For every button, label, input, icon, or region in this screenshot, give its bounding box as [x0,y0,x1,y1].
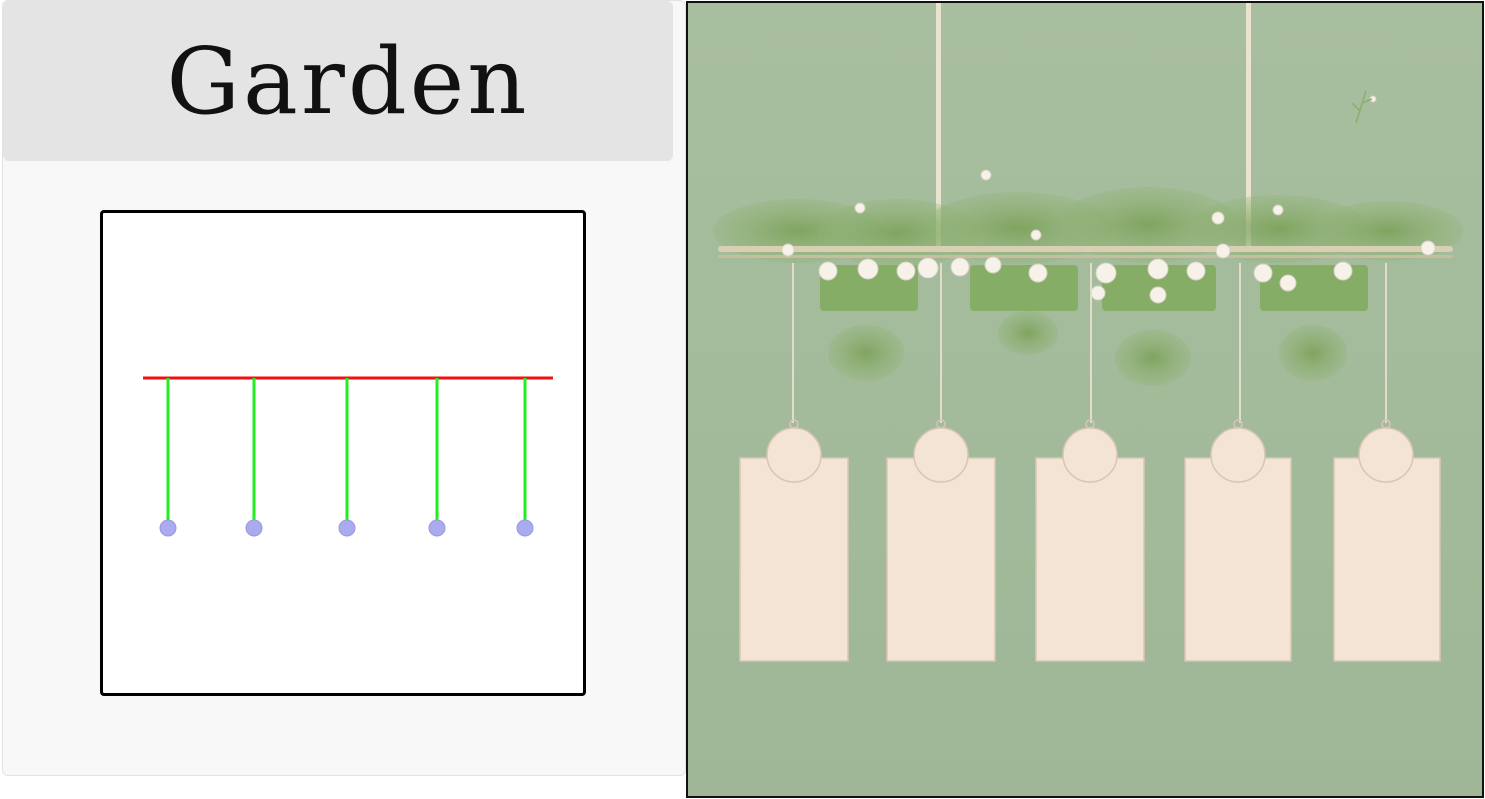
hanger-node-2 [245,519,263,537]
hanger-node-3 [338,519,356,537]
ceiling-rod-right [1246,3,1251,251]
garden-panel: Garden [2,0,686,776]
wall-background [688,3,1482,796]
diagram-canvas [100,210,586,696]
white-flowers [781,95,1436,304]
hanger-node-5 [516,519,534,537]
hanging-rail [718,246,1453,252]
garden-illustration [686,1,1484,798]
sprig-icon [1351,90,1373,124]
hanger-diagram [143,376,553,537]
card-4 [1184,419,1292,662]
ceiling-rod-left [936,3,941,251]
hanger-node-1 [159,519,177,537]
card-2 [886,419,996,662]
hanger-node-4 [428,519,446,537]
card-strings [792,263,1387,423]
card-3 [1035,419,1145,662]
card-1 [739,419,849,662]
hanging-planter-cards-illustration [688,3,1482,796]
title-bar: Garden [3,1,673,161]
hanging-cards [739,419,1441,662]
page-title: Garden [166,27,530,135]
card-5 [1333,419,1441,662]
hanging-rail-lower [718,255,1453,258]
